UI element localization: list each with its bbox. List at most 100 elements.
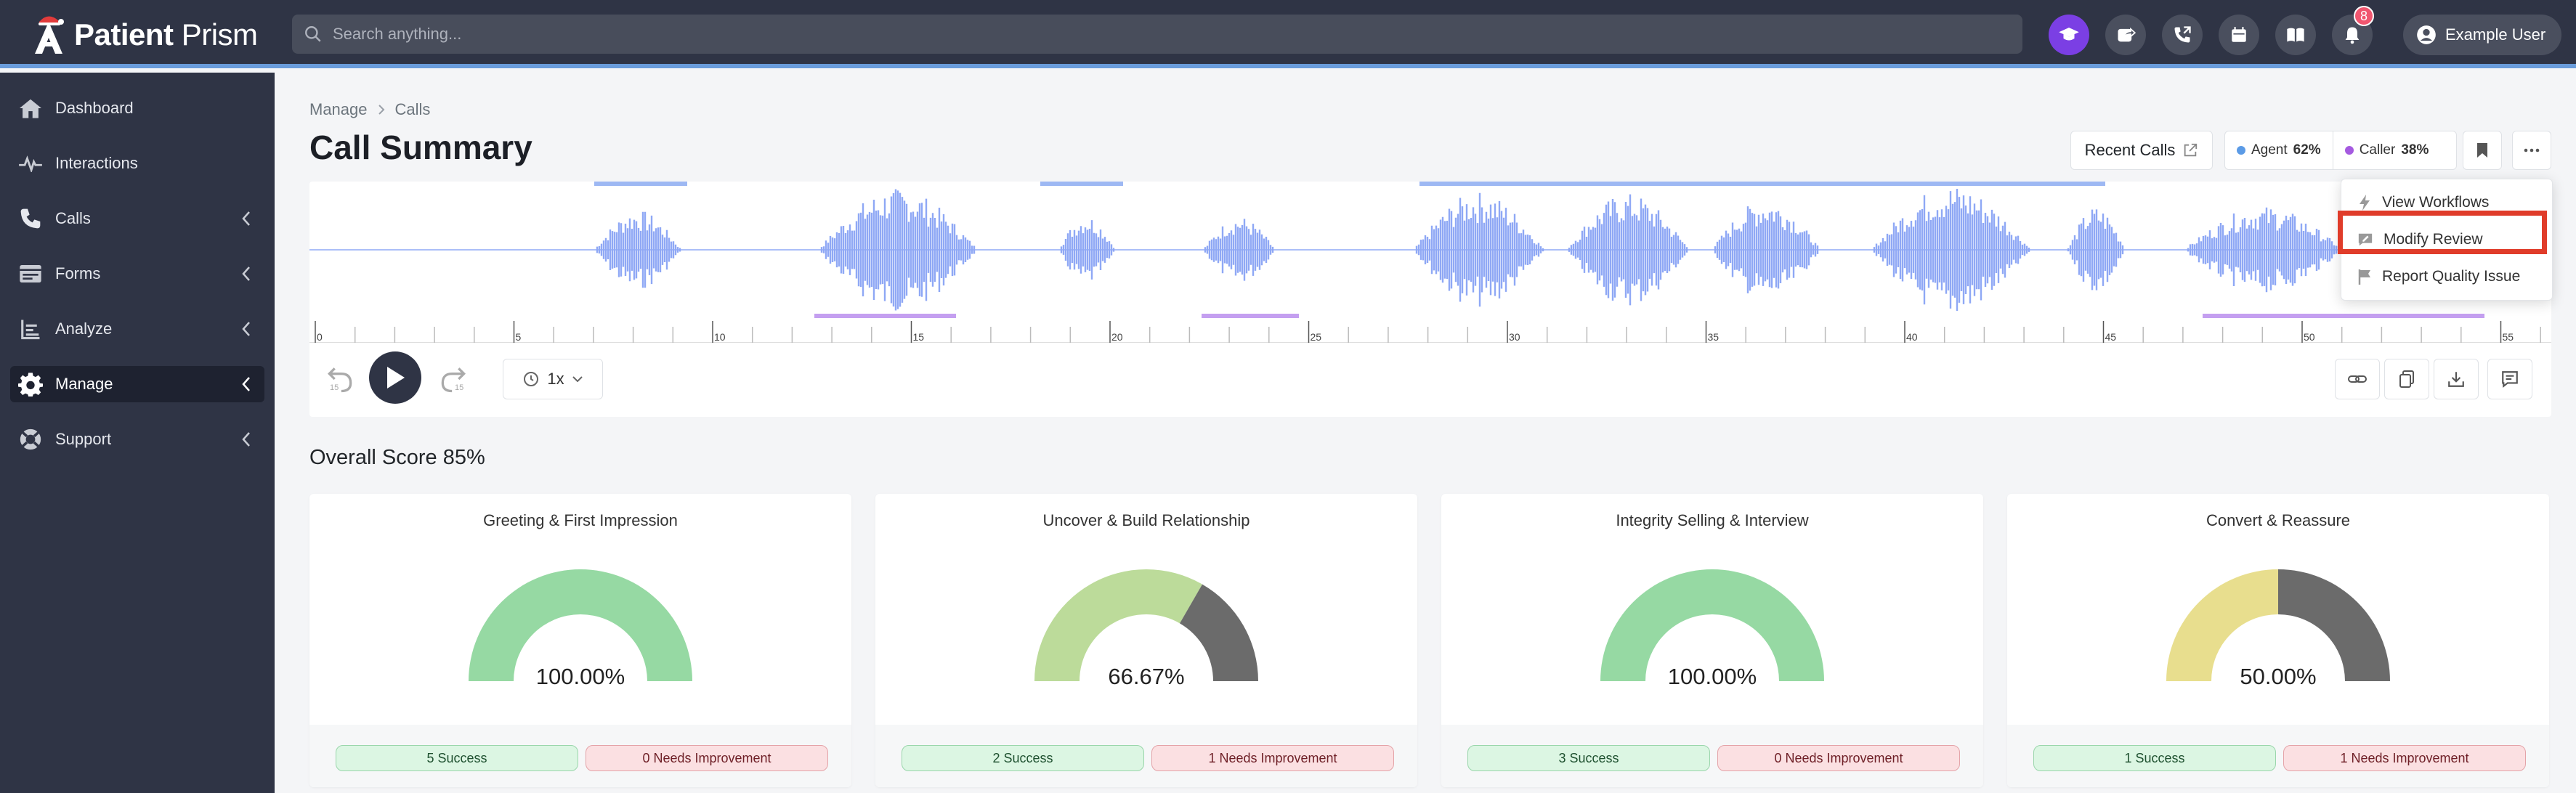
caller-segment[interactable] (1202, 314, 1299, 318)
menu-item-report-quality-issue[interactable]: Report Quality Issue (2357, 262, 2520, 291)
success-pill: 1 Success (2033, 745, 2276, 771)
search-icon (305, 26, 321, 42)
agent-segment[interactable] (1040, 182, 1123, 186)
agent-segment[interactable] (594, 182, 687, 186)
needs-improvement-pill: 0 Needs Improvement (1717, 745, 1960, 771)
sidebar-item-label: Support (55, 430, 112, 448)
flag-icon (2358, 269, 2370, 285)
edit-comment-icon (2358, 233, 2373, 246)
recent-calls-label: Recent Calls (2084, 141, 2176, 159)
search-bar[interactable] (292, 15, 2022, 54)
training-button[interactable] (2049, 15, 2089, 55)
agent-pct: 62% (2293, 142, 2321, 158)
calls-button[interactable] (2162, 15, 2203, 55)
score-card: Convert & Reassure 50.00% 1 Success 1 Ne… (2007, 494, 2549, 787)
score-card: Greeting & First Impression 100.00% 5 Su… (309, 494, 851, 787)
timeline-tick-label: 50 (2304, 331, 2315, 343)
needs-improvement-pill: 1 Needs Improvement (1151, 745, 1394, 771)
sidebar-item-label: Dashboard (55, 99, 134, 117)
user-menu[interactable]: Example User (2403, 15, 2561, 55)
timeline-tick-label: 25 (1310, 331, 1322, 343)
rewind-icon (327, 367, 352, 393)
calendar-button[interactable] (2219, 15, 2259, 55)
forward-button[interactable]: 15 (437, 363, 469, 395)
caller-segment[interactable] (2203, 314, 2484, 318)
gear-icon (16, 370, 45, 399)
comment-icon (2502, 371, 2518, 389)
waveform[interactable] (309, 182, 2551, 343)
timeline-tick-label: 40 (1906, 331, 1918, 343)
score-card: Integrity Selling & Interview 100.00% 3 … (1441, 494, 1983, 787)
recent-calls-button[interactable]: Recent Calls (2070, 131, 2213, 170)
speaker-split: Agent 62% Caller 38% (2224, 131, 2457, 170)
user-name: Example User (2445, 25, 2546, 44)
external-link-icon (2184, 143, 2198, 157)
download-button[interactable] (2434, 359, 2479, 399)
rewind-button[interactable]: 15 (324, 363, 356, 395)
gauge-remaining-arc (1180, 584, 1258, 681)
sidebar-item-support[interactable]: Support (10, 421, 264, 458)
needs-improvement-pill: 0 Needs Improvement (586, 745, 828, 771)
agent-label: Agent (2251, 142, 2288, 158)
search-input[interactable] (333, 25, 1931, 44)
timeline-tick-label: 55 (2502, 331, 2514, 343)
timeline-tick-label: 15 (912, 331, 925, 343)
lifebuoy-icon (16, 425, 45, 454)
play-icon (387, 367, 405, 389)
sidebar-item-calls[interactable]: Calls (10, 200, 264, 237)
share-button[interactable] (2105, 15, 2146, 55)
gauge-score-arc (1600, 569, 1824, 681)
breadcrumb-manage[interactable]: Manage (309, 100, 368, 118)
sidebar-item-forms[interactable]: Forms (10, 256, 264, 292)
card-footer: 2 Success 1 Needs Improvement (875, 725, 1417, 787)
forward-seconds: 15 (455, 383, 464, 392)
top-bar: Patient Prism 8 Example User (0, 0, 2576, 68)
menu-item-label: View Workflows (2382, 194, 2490, 211)
more-options-button[interactable] (2512, 131, 2551, 170)
notifications-button[interactable]: 8 (2332, 6, 2374, 55)
playback-speed-select[interactable]: 1x (503, 359, 603, 399)
chevron-left-icon (242, 377, 250, 391)
chevron-left-icon (242, 267, 250, 281)
copy-button[interactable] (2384, 359, 2429, 399)
agent-segment[interactable] (1419, 182, 2105, 186)
caller-segment[interactable] (814, 314, 956, 318)
play-button[interactable] (369, 351, 421, 404)
form-icon (16, 259, 45, 288)
sidebar-item-label: Interactions (55, 154, 138, 172)
app-logo[interactable]: Patient Prism (32, 6, 258, 64)
gauge-value: 100.00% (1667, 664, 1757, 689)
card-footer: 5 Success 0 Needs Improvement (309, 725, 851, 787)
timeline-tick-label: 30 (1509, 331, 1520, 343)
bookmark-button[interactable] (2463, 131, 2502, 170)
sidebar-item-label: Manage (55, 375, 113, 393)
score-gauge (2166, 569, 2390, 681)
copy-link-button[interactable] (2335, 359, 2380, 399)
sidebar: Dashboard Interactions Calls Forms Analy… (0, 73, 275, 793)
calendar-icon (2232, 27, 2246, 42)
success-pill: 2 Success (902, 745, 1144, 771)
gauge-value: 100.00% (535, 664, 625, 689)
sidebar-item-interactions[interactable]: Interactions (10, 145, 264, 182)
chevron-down-icon (572, 376, 583, 383)
caller-label: Caller (2359, 142, 2396, 158)
menu-item-view-workflows[interactable]: View Workflows (2357, 188, 2489, 217)
ellipsis-icon (2524, 148, 2540, 152)
score-gauge (469, 569, 692, 681)
timeline-tick-label: 5 (515, 331, 522, 343)
library-button[interactable] (2275, 15, 2316, 55)
sidebar-item-manage[interactable]: Manage (10, 366, 264, 402)
comments-button[interactable] (2487, 359, 2532, 399)
timeline-tick-label: 45 (2105, 331, 2117, 343)
menu-item-label: Report Quality Issue (2382, 268, 2521, 285)
clock-icon (524, 372, 539, 386)
menu-item-modify-review[interactable]: Modify Review (2357, 225, 2483, 254)
pulse-icon (16, 149, 45, 178)
share-icon (2118, 27, 2136, 42)
overall-score: Overall Score 85% (309, 446, 485, 469)
sidebar-item-analyze[interactable]: Analyze (10, 311, 264, 347)
sidebar-item-dashboard[interactable]: Dashboard (10, 90, 264, 126)
app-name-rest: Prism (173, 17, 258, 52)
gauge-value: 50.00% (2240, 664, 2317, 689)
agent-dot (2237, 146, 2245, 155)
